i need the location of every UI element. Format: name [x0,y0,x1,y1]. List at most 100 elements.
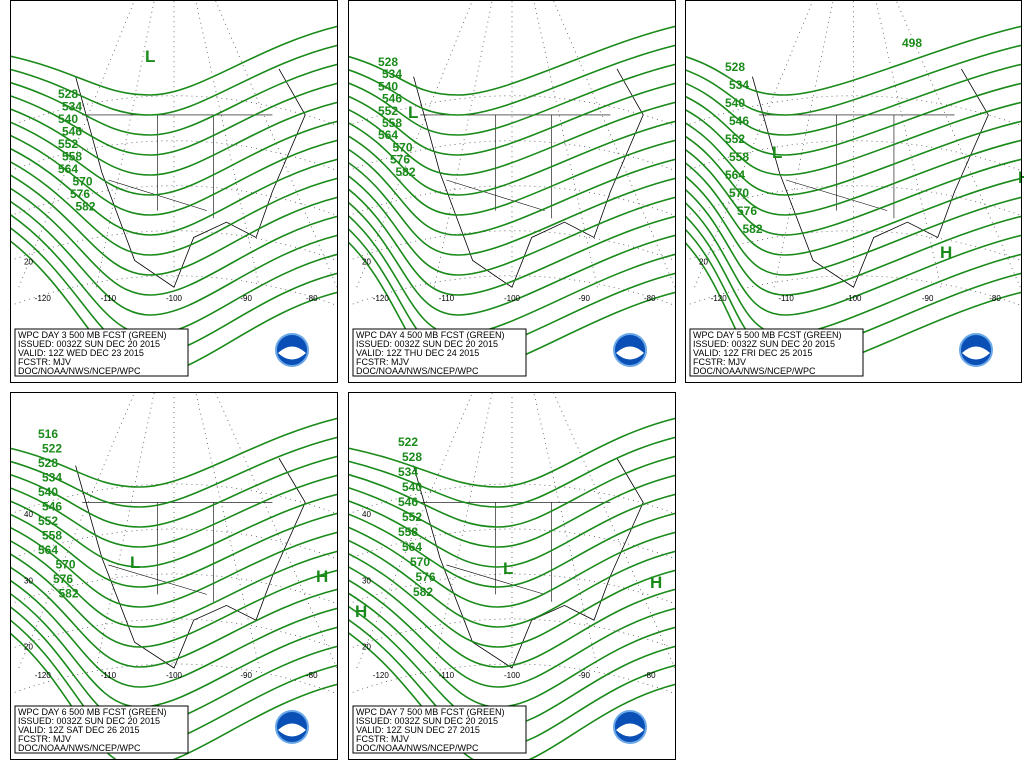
contour-line [348,436,676,508]
contour-label: 540 [402,480,422,494]
longitude-label: -90 [240,294,252,303]
longitude-label: -120 [35,671,52,680]
caption-line: ISSUED: 0032Z SUN DEC 20 2015 [356,339,498,349]
longitude-line [195,0,260,288]
noaa-logo-wave [616,346,644,360]
caption-line: FCSTR: MJV [18,357,71,367]
caption-line: VALID: 12Z THU DEC 24 2015 [356,348,479,358]
longitude-label: -110 [778,294,794,303]
contour-label: 570 [410,555,430,569]
latitude-label: 40 [362,510,371,519]
contour-label: 570 [56,558,76,572]
contour-label: 522 [42,442,62,456]
latitude-line [10,95,338,127]
caption-line: DOC/NOAA/NWS/NCEP/WPC [18,366,141,376]
high-marker: H [650,573,662,592]
contour-label: 540 [378,79,398,93]
latitude-line [348,483,676,515]
longitude-line [875,0,942,288]
caption-line: WPC DAY 4 500 MB FCST (GREEN) [356,330,505,340]
contour-label: 576 [737,204,757,218]
longitude-line [552,392,676,669]
contour-line [10,200,338,316]
caption-line: WPC DAY 3 500 MB FCST (GREEN) [18,330,167,340]
contour-label: 516 [38,427,58,441]
contour-line [10,25,338,96]
latitude-line [10,483,338,515]
longitude-label: -110 [439,294,455,303]
caption-line: VALID: 12Z WED DEC 23 2015 [18,348,144,358]
contour-label: 576 [390,153,410,167]
low-marker: L [130,553,140,572]
contour-line [685,201,1022,316]
panel-border [348,392,676,760]
caption-line: DOC/NOAA/NWS/NCEP/WPC [356,743,479,753]
contour-line [10,566,338,668]
longitude-line [895,0,1021,288]
contour-line [685,120,1022,196]
map-background [348,392,676,760]
contour-line [348,174,676,276]
longitude-label: -110 [101,671,117,680]
map-content [10,0,338,383]
contour-label: 576 [416,570,436,584]
contour-line [348,565,676,668]
contour-label: 546 [42,500,62,514]
contour-label: 522 [398,435,418,449]
longitude-label: -110 [439,671,455,680]
coastline [752,68,989,288]
border [420,114,611,219]
contour-label: 564 [725,168,745,182]
latitude-label: 30 [24,576,33,585]
contour-label: 528 [725,60,745,74]
longitude-label: -80 [306,671,318,680]
longitude-label: -100 [504,671,521,680]
contour-label: 534 [382,67,402,81]
contour-label: 558 [42,529,62,543]
contour-line [348,63,676,136]
longitude-label: -80 [989,294,1001,303]
contour-label: 558 [382,116,402,130]
longitude-label: -100 [504,294,521,303]
caption-line: ISSUED: 0032Z SUN DEC 20 2015 [693,339,835,349]
coastline [75,68,306,288]
low-marker: L [408,103,418,122]
contour-line [348,44,676,116]
contour-line [10,82,338,156]
contour-line [348,552,676,648]
contour-line [10,436,338,508]
contour-label: 582 [413,585,433,599]
contour-line [10,187,338,296]
panel-border [685,0,1022,383]
caption-line: DOC/NOAA/NWS/NCEP/WPC [693,366,816,376]
border [82,502,273,602]
border [420,502,611,602]
contour-label: 546 [729,114,749,128]
contour-line [10,63,338,136]
caption-line: FCSTR: MJV [356,734,409,744]
contour-label: 540 [725,96,745,110]
map-content [348,392,676,760]
coastline [413,458,644,669]
latitude-label: 30 [362,576,371,585]
border [759,114,955,219]
contour-line [10,539,338,628]
contour-line [348,512,676,588]
longitude-label: -80 [644,671,656,680]
contour-label: 582 [743,222,763,236]
longitude-label: -90 [578,671,590,680]
contour-label: 546 [62,125,82,139]
map-content [348,0,676,383]
contour-line [685,188,1022,296]
contour-line [348,579,676,688]
contour-label: 540 [38,485,58,499]
latitude-line [348,185,676,217]
longitude-line [694,0,814,288]
latitude-label: 20 [362,643,371,652]
caption-line: FCSTR: MJV [693,357,746,367]
longitude-label: -120 [35,294,52,303]
contour-label: 564 [378,128,398,142]
contour-line [348,148,676,236]
